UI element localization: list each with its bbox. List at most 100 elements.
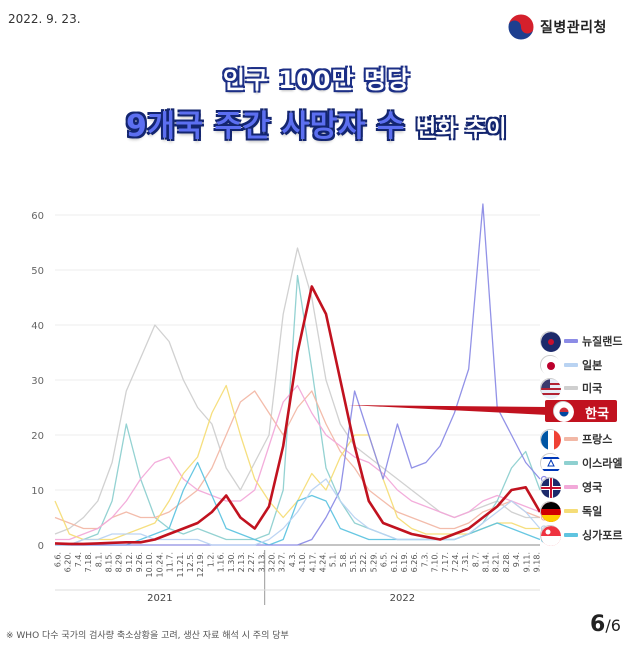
legend-label: 독일 bbox=[582, 505, 603, 518]
legend-item: 프랑스 bbox=[540, 428, 612, 450]
x-tick-label: 4.24. bbox=[318, 552, 327, 572]
x-tick-label: 6.26. bbox=[410, 552, 419, 572]
title-main: 9개국 주간 사망자 수 bbox=[125, 109, 405, 144]
legend-item: 뉴질랜드 bbox=[540, 330, 622, 352]
legend-swatch bbox=[564, 533, 578, 537]
x-tick-label: 2.13. bbox=[237, 552, 246, 572]
x-tick-label: 6.19. bbox=[400, 552, 409, 572]
x-tick-label: 11.21. bbox=[176, 552, 185, 577]
legend-label: 미국 bbox=[582, 382, 603, 395]
x-tick-label: 12.5. bbox=[186, 552, 195, 572]
legend-label: 일본 bbox=[582, 359, 603, 372]
page-number: 6/6 bbox=[590, 612, 621, 637]
y-tick-label: 60 bbox=[31, 211, 44, 222]
x-tick-label: 5.1. bbox=[329, 552, 338, 567]
y-tick-label: 0 bbox=[38, 541, 44, 552]
germany-flag-icon bbox=[540, 501, 561, 522]
legend-label: 프랑스 bbox=[582, 433, 613, 446]
title-sub: 변화 추이 bbox=[415, 117, 508, 142]
legend-swatch bbox=[564, 437, 578, 441]
kdca-logo: 질병관리청 bbox=[506, 12, 626, 41]
year-label-2022: 2022 bbox=[390, 593, 415, 604]
legend-swatch bbox=[564, 509, 578, 513]
legend-swatch bbox=[564, 339, 578, 343]
y-tick-label: 10 bbox=[31, 486, 44, 497]
new-zealand-flag-icon bbox=[540, 331, 561, 352]
chart-title: 인구 100만 명당 9개국 주간 사망자 수 변화 추이 bbox=[0, 60, 633, 145]
x-tick-label: 3.20. bbox=[268, 552, 277, 572]
x-tick-label: 7.3. bbox=[420, 552, 429, 567]
x-tick-label: 6.12. bbox=[390, 552, 399, 572]
israel-flag-icon bbox=[540, 453, 561, 474]
japan-flag-icon bbox=[540, 355, 561, 376]
x-tick-label: 8.1. bbox=[94, 552, 103, 567]
singapore-flag-icon bbox=[540, 525, 561, 546]
legend-label: 영국 bbox=[582, 481, 603, 494]
x-tick-label: 8.21. bbox=[492, 552, 501, 572]
x-tick-label: 12.19. bbox=[196, 552, 205, 577]
legend-label: 싱가포르 bbox=[582, 529, 623, 542]
x-tick-label: 9.4. bbox=[512, 552, 521, 567]
legend-swatch bbox=[564, 461, 578, 465]
x-tick-label: 9.11. bbox=[522, 552, 531, 572]
y-tick-label: 40 bbox=[31, 321, 44, 332]
year-label-2021: 2021 bbox=[147, 593, 172, 604]
org-name: 질병관리청 bbox=[540, 20, 607, 36]
legend-item: 이스라엘 bbox=[540, 452, 622, 474]
x-tick-label: 1.2. bbox=[206, 552, 215, 567]
x-tick-label: 2.27. bbox=[247, 552, 256, 572]
x-tick-label: 7.17. bbox=[441, 552, 450, 572]
x-tick-label: 10.10. bbox=[145, 552, 154, 577]
x-tick-label: 8.7. bbox=[471, 552, 480, 567]
x-tick-label: 7.10. bbox=[431, 552, 440, 572]
x-tick-label: 1.16. bbox=[217, 552, 226, 572]
x-tick-label: 6.6. bbox=[54, 552, 63, 567]
legend-item: 싱가포르 bbox=[540, 524, 622, 546]
legend-swatch bbox=[564, 485, 578, 489]
series-line-뉴질랜드 bbox=[55, 203, 541, 546]
x-tick-label: 8.29. bbox=[115, 552, 124, 572]
legend-item: 독일 bbox=[540, 500, 602, 522]
series-line-영국 bbox=[55, 384, 541, 541]
x-tick-label: 4.3. bbox=[288, 552, 297, 567]
x-tick-label: 8.15. bbox=[104, 552, 113, 572]
korea-callout-pointer bbox=[348, 405, 548, 415]
x-tick-label: 7.24. bbox=[451, 552, 460, 572]
legend-item-korea: 한국 bbox=[545, 400, 617, 422]
y-tick-label: 20 bbox=[31, 431, 44, 442]
legend-swatch bbox=[564, 386, 578, 390]
footnote: ※ WHO 다수 국가의 검사량 축소상황을 고려, 생산 자료 해석 시 주의… bbox=[6, 631, 289, 641]
taegeuk-icon bbox=[507, 13, 535, 41]
x-tick-label: 6.5. bbox=[380, 552, 389, 567]
x-tick-label: 5.29. bbox=[369, 552, 378, 572]
x-tick-label: 3.27. bbox=[278, 552, 287, 572]
x-tick-label: 10.24. bbox=[155, 552, 164, 577]
x-tick-label: 6.20. bbox=[64, 552, 73, 572]
series-line-프랑스 bbox=[54, 390, 541, 530]
legend-item: 영국 bbox=[540, 476, 602, 498]
x-tick-label: 4.17. bbox=[308, 552, 317, 572]
usa-flag-icon bbox=[540, 378, 561, 399]
title-line2: 9개국 주간 사망자 수 변화 추이 bbox=[0, 101, 633, 145]
report-date: 2022. 9. 23. bbox=[8, 12, 81, 26]
x-tick-label: 1.30. bbox=[227, 552, 236, 572]
legend-item: 미국 bbox=[540, 377, 602, 399]
legend-item: 일본 bbox=[540, 354, 602, 376]
x-tick-label: 5.22. bbox=[359, 552, 368, 572]
x-tick-label: 4.10. bbox=[298, 552, 307, 572]
x-tick-label: 7.18. bbox=[84, 552, 93, 572]
x-tick-label: 9.18. bbox=[533, 552, 542, 572]
title-line1: 인구 100만 명당 bbox=[222, 66, 411, 94]
x-tick-label: 8.14. bbox=[482, 552, 491, 572]
legend-label: 한국 bbox=[585, 407, 609, 422]
series-line-미국 bbox=[54, 247, 540, 535]
x-tick-label: 9.12. bbox=[125, 552, 134, 572]
korea-flag-icon bbox=[553, 401, 574, 422]
series-line-일본 bbox=[55, 478, 541, 546]
x-tick-label: 5.8. bbox=[339, 552, 348, 567]
france-flag-icon bbox=[540, 429, 561, 450]
y-tick-label: 30 bbox=[31, 376, 44, 387]
y-tick-label: 50 bbox=[31, 266, 44, 277]
x-tick-label: 7.4. bbox=[74, 552, 83, 567]
